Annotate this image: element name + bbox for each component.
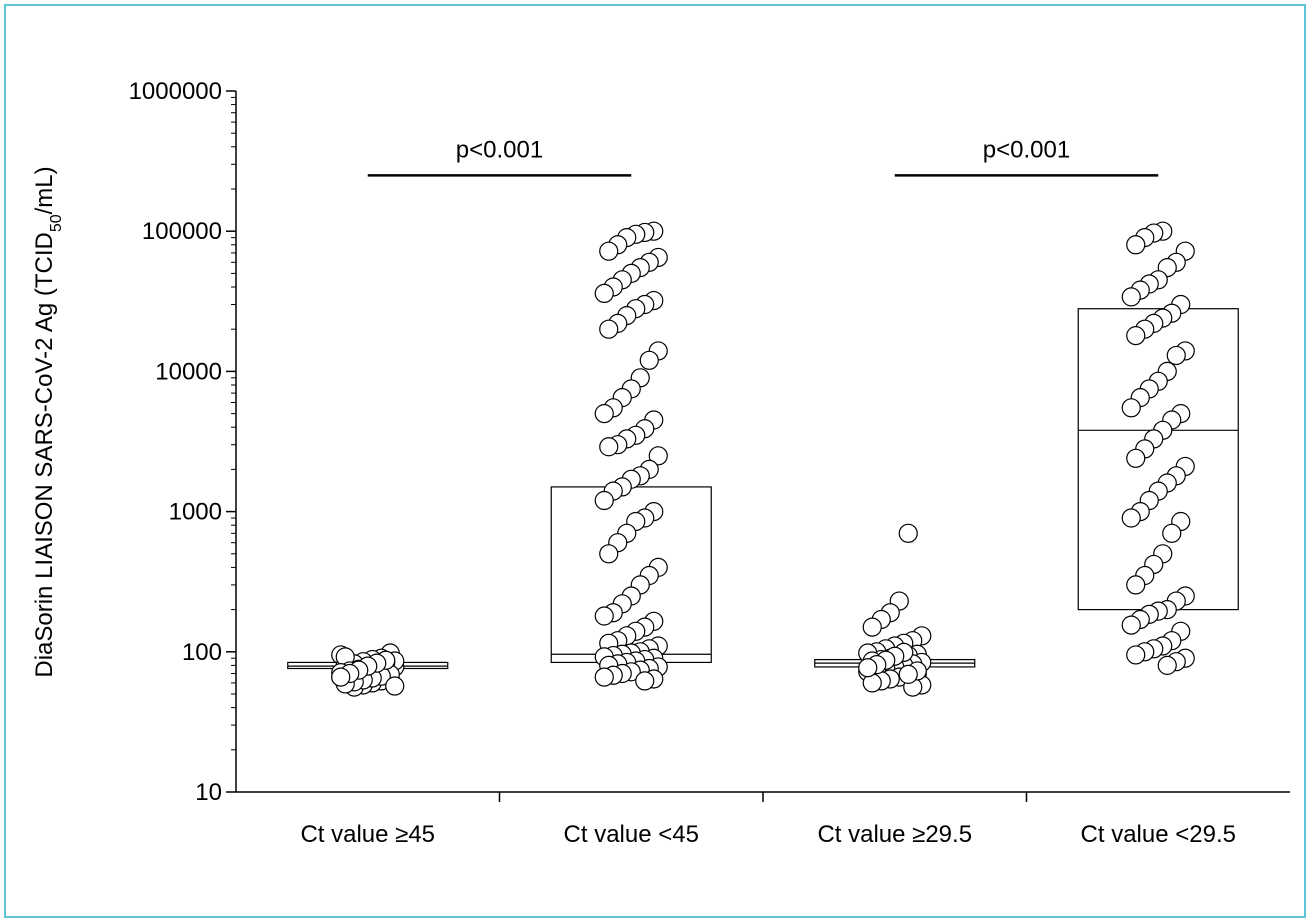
- points: [331, 221, 1195, 697]
- data-point: [639, 350, 659, 370]
- data-point: [1121, 398, 1141, 418]
- y-axis-label-post: /mL): [31, 166, 58, 214]
- y-tick-label: 10000: [155, 358, 222, 385]
- y-tick-label: 1000: [169, 499, 222, 526]
- data-point: [331, 667, 351, 687]
- y-axis-label-main: DiaSorin LIAISON SARS-CoV-2 Ag (TCID: [31, 232, 58, 677]
- data-point: [1121, 508, 1141, 528]
- data-point: [599, 241, 619, 261]
- y-tick-label: 10: [195, 779, 222, 806]
- data-point: [898, 523, 918, 543]
- y-tick-label: 100: [182, 639, 222, 666]
- y-tick-label: 1000000: [129, 78, 222, 105]
- y-tick-label: 100000: [142, 218, 222, 245]
- y-axis-label: DiaSorin LIAISON SARS-CoV-2 Ag (TCID50/m…: [31, 166, 65, 677]
- data-point: [1166, 345, 1186, 366]
- data-point: [599, 437, 619, 457]
- data-point: [594, 667, 614, 687]
- x-tick-label: Ct value ≥29.5: [817, 821, 972, 848]
- data-point: [635, 671, 655, 691]
- x-tick-label: Ct value <45: [564, 821, 699, 848]
- data-point: [648, 446, 668, 466]
- data-point: [594, 404, 614, 424]
- data-point: [862, 617, 882, 637]
- data-point: [594, 606, 614, 626]
- annotations: p<0.001 p<0.001: [367, 136, 1159, 177]
- x-tick-label: Ct value <29.5: [1081, 821, 1236, 848]
- data-point: [1157, 655, 1177, 675]
- data-point: [1126, 575, 1146, 595]
- data-point: [1121, 287, 1141, 307]
- axes: 10 100 1000 10000 100000 1000000 Ct value ≥45 C…: [129, 78, 1290, 848]
- data-point: [1162, 523, 1182, 543]
- data-point: [1126, 645, 1146, 665]
- data-point: [385, 676, 405, 696]
- data-point: [599, 544, 619, 564]
- data-point: [1126, 448, 1146, 468]
- data-point: [898, 664, 918, 684]
- data-point: [594, 283, 614, 304]
- data-point: [1126, 235, 1146, 255]
- boxes: [287, 308, 1239, 670]
- p-value-label: p<0.001: [456, 136, 543, 163]
- data-point: [594, 490, 614, 511]
- data-point: [1126, 326, 1146, 346]
- x-tick-label: Ct value ≥45: [300, 821, 435, 848]
- data-point: [599, 319, 619, 339]
- p-value-label: p<0.001: [983, 136, 1070, 163]
- data-point: [858, 658, 878, 678]
- data-point: [1121, 615, 1141, 635]
- y-axis-label-sub: 50: [48, 214, 65, 232]
